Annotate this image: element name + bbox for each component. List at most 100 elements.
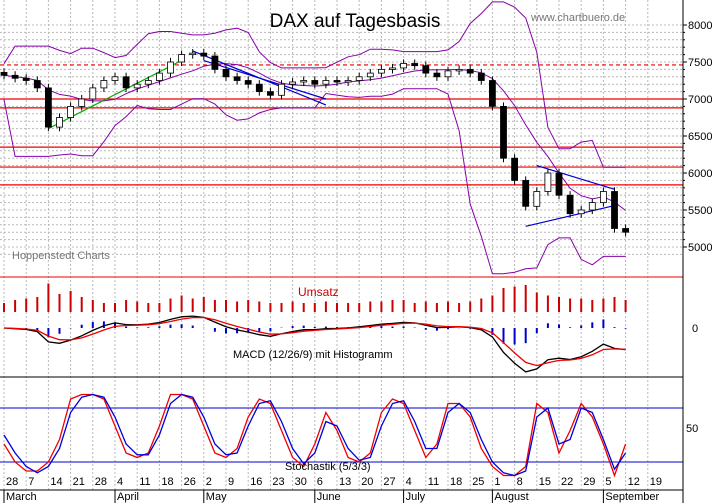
website-label: www.chartbuero.de [530,12,625,24]
x-day-label: 5 [605,476,611,488]
candle-body [344,80,352,83]
candle-body [622,228,629,233]
candle-body [355,76,363,81]
candle-body [444,70,452,78]
resistance-levels [0,64,683,186]
x-day-label: 20 [361,476,373,488]
x-day-label: 25 [472,476,484,488]
volume-label: Umsatz [298,285,339,299]
stochastic-label: Stochastik (5/3/3) [285,461,371,473]
candle-body [189,52,197,56]
x-day-label: 6 [317,476,323,488]
candle-body [511,157,519,181]
stoch-k-line [3,393,627,478]
x-day-label: 12 [628,476,640,488]
stoch-d-line [3,393,627,477]
x-day-label: 23 [272,476,284,488]
x-month-label: May [206,491,227,503]
y-tick-label: 7500 [688,57,712,69]
x-day-label: 13 [339,476,351,488]
macd-zero-label: 0 [692,323,698,335]
candle-body [466,69,474,74]
bollinger-upper [3,1,626,168]
candle-body [178,54,186,63]
x-day-label: 18 [161,476,173,488]
macd-line [3,315,626,373]
candle-body [433,72,441,78]
stochastic-lines [0,393,683,478]
x-axis-ticks: 28 7 14 21 28 4 11 18 26 2 9 16 23 30 6 13 20 27 4 11 18 25 1 8… [3,476,662,503]
candle-body [144,80,152,85]
candle-body [255,83,263,92]
candle-body [366,72,374,78]
candle-body [300,80,308,83]
candle-body [45,87,52,128]
candle-body [266,91,274,96]
x-day-label: 26 [184,476,196,488]
x-day-label: 9 [228,476,234,488]
x-day-label: 4 [117,476,123,488]
x-day-label: 27 [383,476,395,488]
candle-body [11,74,19,79]
candle-body [488,80,496,107]
y-tick-label: 5500 [688,205,712,217]
candle-body [500,106,507,159]
candle-body [111,76,119,81]
macd-label: MACD (12/26/9) mit Histogramm [233,349,393,361]
candle-body [588,202,596,211]
candle-body [233,76,241,81]
candle-body [89,87,97,100]
macd-lines [3,315,627,373]
candle-body [377,69,385,74]
macd-signal-line [3,316,626,367]
candle-body [522,179,530,207]
candle-body [389,67,396,70]
x-day-label: 22 [561,476,573,488]
x-day-label: 30 [295,476,307,488]
x-month-label: July [406,491,426,503]
y-axis-ticks: 5000 5500 6000 6500 7000 7500 8000 0 50 [683,20,712,435]
x-day-label: 16 [250,476,262,488]
candle-body [333,80,341,83]
y-tick-label: 7000 [688,94,712,106]
candle-body [200,52,208,57]
x-day-label: 28 [6,476,18,488]
downtrend-line-2 [203,59,327,100]
candle-body [100,80,108,89]
x-month-label: August [494,491,528,503]
candle-body [600,191,607,203]
x-day-label: 11 [139,476,150,488]
candle-body [533,191,541,207]
candle-body [222,69,230,78]
candle-body [244,80,252,85]
volume-bars [3,283,627,312]
candle-body [311,80,319,85]
candle-body [611,191,618,229]
price-candles [0,49,629,237]
candle-body [411,63,419,67]
candle-body [455,69,463,72]
candle-body [122,76,130,89]
candle-body [566,194,574,215]
x-day-label: 7 [28,476,34,488]
candle-body [322,80,330,85]
x-day-label: 4 [406,476,412,488]
candle-body [555,172,563,196]
source-label: Hoppenstedt Charts [12,250,110,262]
x-month-label: September [605,491,659,503]
x-day-label: 1 [494,476,500,488]
candle-body [422,65,430,74]
x-month-label: April [117,491,139,503]
y-tick-label: 5000 [688,242,712,254]
candle-body [544,172,552,192]
candle-body [155,72,163,81]
stoch-50-label: 50 [686,423,698,435]
candle-body [33,80,41,89]
x-day-label: 14 [50,476,62,488]
x-day-label: 2 [206,476,212,488]
candle-body [211,55,219,70]
candle-body [289,81,297,85]
candle-body [0,71,8,76]
y-tick-label: 6500 [688,131,712,143]
